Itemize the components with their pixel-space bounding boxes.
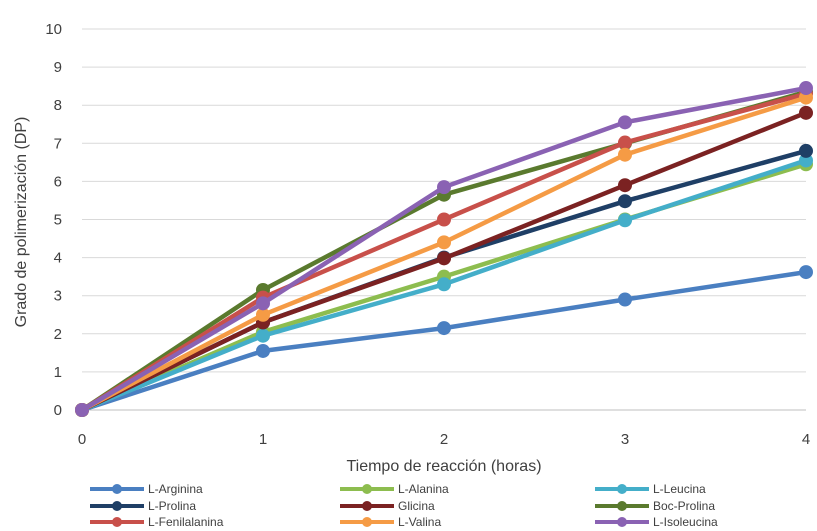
y-tick-label: 6 (54, 173, 62, 190)
legend-label: L-Fenilalanina (148, 515, 224, 529)
data-point (799, 265, 813, 280)
legend-label: Boc-Prolina (653, 499, 715, 513)
data-point (256, 343, 270, 358)
legend-label: Glicina (398, 499, 435, 513)
y-tick-label: 9 (54, 59, 62, 76)
legend-label: L-Isoleucina (653, 515, 718, 529)
y-axis-ticks: 0 1 2 3 4 5 6 7 8 9 10 (45, 21, 62, 419)
series (75, 81, 813, 417)
data-point (437, 180, 451, 195)
legend-item: Glicina (340, 499, 435, 513)
legend-swatch-marker (362, 501, 372, 511)
data-point (618, 178, 632, 193)
x-tick-label: 2 (440, 431, 448, 448)
legend-swatch-marker (617, 517, 627, 527)
legend-label: L-Alanina (398, 482, 449, 496)
legend-swatch-marker (112, 501, 122, 511)
legend-item: Boc-Prolina (595, 499, 715, 513)
data-point (618, 194, 632, 209)
x-axis-title: Tiempo de reacción (horas) (346, 458, 541, 475)
x-axis-ticks: 0 1 2 3 4 (78, 431, 810, 448)
legend-item: L-Isoleucina (595, 515, 718, 529)
data-point (437, 251, 451, 266)
y-tick-label: 1 (54, 364, 62, 381)
x-tick-label: 0 (78, 431, 86, 448)
legend-swatch-marker (112, 484, 122, 494)
series-lines (75, 81, 813, 417)
data-point (799, 81, 813, 96)
legend-swatch-marker (617, 484, 627, 494)
data-point (256, 307, 270, 322)
y-tick-label: 2 (54, 326, 62, 343)
x-tick-label: 3 (621, 431, 629, 448)
data-point (256, 328, 270, 343)
legend-item: L-Fenilalanina (90, 515, 224, 529)
x-tick-label: 1 (259, 431, 267, 448)
data-point (618, 213, 632, 228)
data-point (618, 147, 632, 162)
legend-swatch-marker (362, 517, 372, 527)
legend: L-Arginina L-Alanina L-Leucina L-Prolina Gli… (90, 482, 718, 529)
legend-label: L-Arginina (148, 482, 203, 496)
y-tick-label: 4 (54, 250, 62, 267)
data-point (437, 212, 451, 227)
y-tick-label: 7 (54, 135, 62, 152)
legend-item: L-Alanina (340, 482, 449, 496)
legend-item: L-Arginina (90, 482, 203, 496)
data-point (618, 292, 632, 307)
legend-label: L-Leucina (653, 482, 706, 496)
y-tick-label: 0 (54, 402, 62, 419)
data-point (75, 403, 89, 417)
data-point (799, 143, 813, 158)
y-tick-label: 5 (54, 212, 62, 229)
legend-swatch-marker (112, 517, 122, 527)
y-tick-label: 3 (54, 288, 62, 305)
y-tick-label: 10 (45, 21, 62, 38)
legend-swatch-marker (362, 484, 372, 494)
legend-item: L-Leucina (595, 482, 706, 496)
x-tick-label: 4 (802, 431, 810, 448)
legend-item: L-Valina (340, 515, 441, 529)
legend-label: L-Valina (398, 515, 441, 529)
data-point (437, 235, 451, 250)
y-tick-label: 8 (54, 97, 62, 114)
data-point (256, 296, 270, 311)
legend-swatch-marker (617, 501, 627, 511)
legend-label: L-Prolina (148, 499, 196, 513)
data-point (437, 321, 451, 336)
series (75, 105, 813, 417)
legend-item: L-Prolina (90, 499, 196, 513)
data-point (799, 105, 813, 120)
data-point (618, 115, 632, 130)
y-axis-title: Grado de polimerización (DP) (13, 117, 30, 328)
data-point (437, 277, 451, 292)
data-point (618, 135, 632, 150)
